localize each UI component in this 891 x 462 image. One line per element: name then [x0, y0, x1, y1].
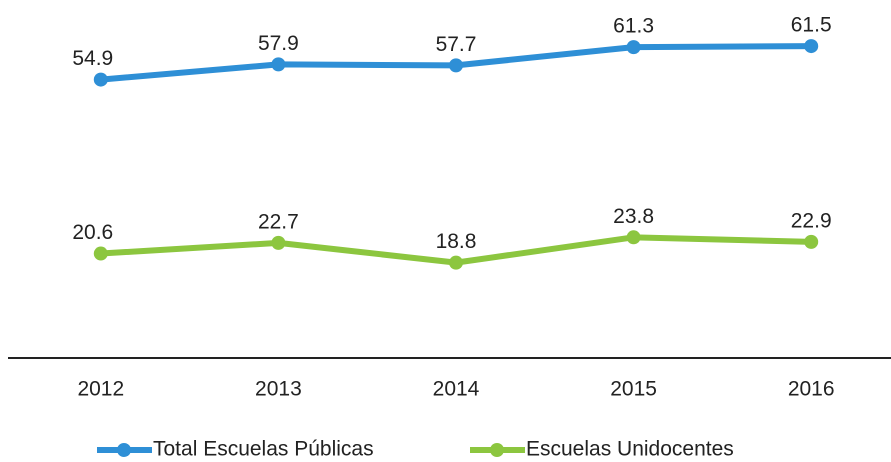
x-tick-label: 2012	[77, 378, 124, 401]
data-label: 61.3	[613, 15, 654, 38]
data-label: 57.9	[258, 32, 299, 55]
point	[804, 234, 819, 249]
point	[93, 72, 108, 87]
point	[626, 40, 641, 55]
data-label: 22.7	[258, 210, 299, 233]
point	[804, 39, 819, 54]
data-label: 20.6	[72, 221, 113, 244]
x-tick-label: 2014	[433, 378, 480, 401]
x-tick-label: 2016	[788, 378, 835, 401]
data-label: 57.7	[436, 33, 477, 56]
point	[449, 255, 463, 270]
legend-label: Escuelas Unidocentes	[526, 438, 734, 461]
legend-marker	[490, 443, 504, 457]
data-label: 23.8	[613, 205, 654, 228]
x-tick-label: 2013	[255, 378, 302, 401]
point	[449, 58, 463, 73]
data-label: 22.9	[791, 209, 832, 232]
legend-label: Total Escuelas Públicas	[153, 438, 374, 461]
data-label: 54.9	[72, 47, 113, 70]
x-tick-label: 2015	[610, 378, 657, 401]
legend-marker	[117, 443, 131, 457]
point	[271, 235, 286, 250]
data-label: 18.8	[436, 230, 477, 253]
point	[93, 246, 108, 261]
point	[626, 230, 641, 245]
data-label: 61.5	[791, 14, 832, 37]
point	[271, 57, 286, 72]
